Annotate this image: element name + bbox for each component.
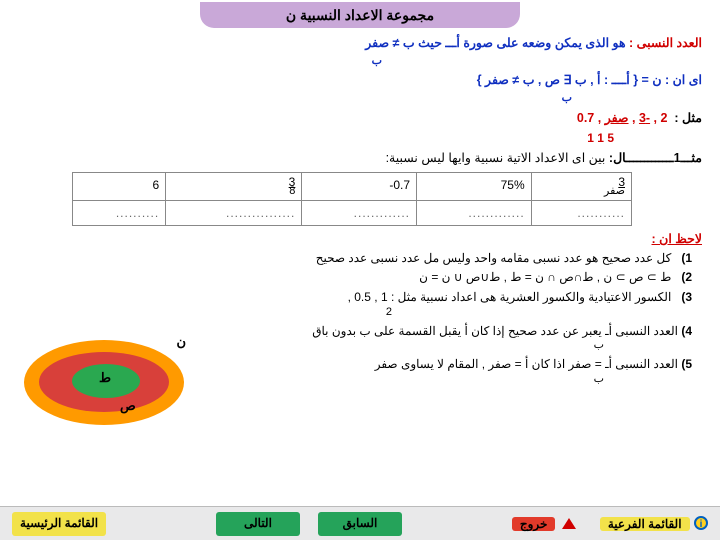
table-cell: 3 8 <box>166 173 302 201</box>
nav-home-button[interactable]: القائمة الرئيسية <box>12 512 106 536</box>
nav-sub-button[interactable]: القائمة الفرعية <box>600 517 690 531</box>
content-area: العدد النسبى : هو الذى يمكن وضعه على صور… <box>18 34 702 389</box>
task1-line: مثـــ1ـــــــــــــال: بين اى الاعداد ال… <box>18 149 702 168</box>
table-cell: 3 صفر <box>531 173 631 201</box>
list-item: 3) الكسور الاعتيادية والكسور العشرية هى … <box>18 288 692 321</box>
note-text: العدد النسبى أـ = صفر اذا كان أ = صفر , … <box>375 357 678 371</box>
venn-label-n: ن <box>176 334 186 350</box>
note-text: كل عدد صحيح هو عدد نسبى مقامه واحد وليس … <box>316 251 672 265</box>
list-item: 1) كل عدد صحيح هو عدد نسبى مقامه واحد ول… <box>18 249 692 268</box>
task1-label: مثـــ1ـــــــــــــال: <box>609 151 702 165</box>
venn-label-s: ص <box>120 398 136 414</box>
cell-denom: 8 <box>172 186 295 197</box>
definition-line: العدد النسبى : هو الذى يمكن وضعه على صور… <box>18 34 702 53</box>
notes-title: لاحظ ان : <box>18 230 702 249</box>
info-icon: i <box>694 516 708 530</box>
note-denom: 2 <box>18 304 392 321</box>
task1-text: بين اى الاعداد الاتية نسبية وايها ليس نس… <box>386 151 606 165</box>
example-items: 2 , -3 , صفر , 0.7 <box>577 111 671 125</box>
nav-exit-wrapper[interactable]: خروج <box>512 513 578 535</box>
table-row: ........... ............. ............. … <box>73 201 632 226</box>
page-title: مجموعة الاعداد النسبية ن <box>200 2 520 28</box>
set-def-line: اى ان : ن = { أــــ : أ , ب ∃ ص , ب ≠ صف… <box>18 71 702 90</box>
example-label: مثل : <box>674 111 702 125</box>
nav-next-button[interactable]: التالى <box>216 512 300 536</box>
table-row: 3 صفر 75% 0.7- 3 8 6 <box>73 173 632 201</box>
note-text: العدد النسبى أـ يعبر عن عدد صحيح إذا كان… <box>312 324 678 338</box>
note-text: ط ⊃ ص ⊃ ن , ط∩ص ∩ ن = ط , ط∪ص ∪ ن = ن <box>419 270 671 284</box>
bottom-nav: القائمة الرئيسية السابق التالى i القائمة… <box>0 506 720 540</box>
table-cell: ............. <box>302 201 417 226</box>
definition-text: هو الذى يمكن وضعه على صورة أـــ حيث ب ≠ … <box>365 36 625 50</box>
arrow-up-icon <box>562 518 576 529</box>
example-line: مثل : 2 , -3 , صفر , 0.7 <box>18 109 702 128</box>
venn-label-t: ط <box>99 370 111 386</box>
cell-denom: صفر <box>538 186 625 197</box>
table-cell: 75% <box>417 173 532 201</box>
set-def-denom: ب <box>18 90 572 107</box>
table-cell: 6 <box>73 173 166 201</box>
set-def-body: { أــــ : أ , ب ∃ ص , ب ≠ صفر } <box>477 73 638 87</box>
nav-sub-wrapper[interactable]: i القائمة الفرعية <box>600 513 708 535</box>
example-denoms: 5 1 1 <box>18 129 614 147</box>
definition-denom: ب <box>18 53 382 70</box>
nav-prev-button[interactable]: السابق <box>318 512 402 536</box>
nav-exit-button[interactable]: خروج <box>512 517 556 531</box>
nav-mid-group: السابق التالى <box>216 512 402 536</box>
table-cell: ........... <box>531 201 631 226</box>
exercise-table: 3 صفر 75% 0.7- 3 8 6 ........... .......… <box>72 172 632 226</box>
definition-label: العدد النسبى : <box>629 36 702 50</box>
table-cell: 0.7- <box>302 173 417 201</box>
note-text: الكسور الاعتيادية والكسور العشرية هى اعد… <box>348 290 672 304</box>
list-item: 2) ط ⊃ ص ⊃ ن , ط∩ص ∩ ن = ط , ط∪ص ∪ ن = ن <box>18 268 692 287</box>
table-cell: .......... <box>73 201 166 226</box>
set-def-prefix: اى ان : ن = <box>638 73 702 87</box>
table-cell: ................ <box>166 201 302 226</box>
venn-diagram: ن ط ص <box>24 340 184 430</box>
nav-left-group: i القائمة الفرعية خروج <box>512 513 708 535</box>
table-cell: ............. <box>417 201 532 226</box>
